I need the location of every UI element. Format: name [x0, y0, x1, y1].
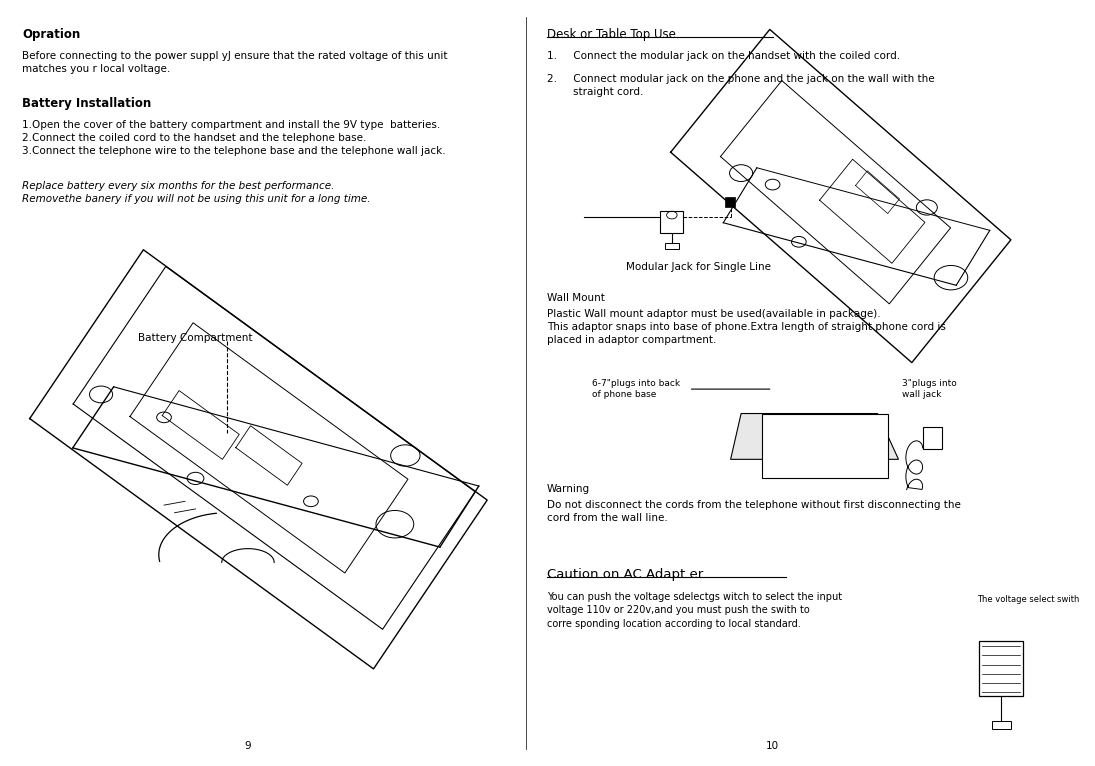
Text: 2.     Connect modular jack on the phone and the jack on the wall with the
     : 2. Connect modular jack on the phone and…: [548, 74, 935, 97]
Text: Battery Installation: Battery Installation: [22, 97, 151, 110]
Bar: [665, 244, 679, 250]
Text: 1.     Connect the modular jack on the handset with the coiled cord.: 1. Connect the modular jack on the hands…: [548, 51, 900, 61]
Text: You can push the voltage sdelectgs witch to select the input
voltage 110v or 220: You can push the voltage sdelectgs witch…: [548, 592, 842, 629]
Text: Battery Compartment: Battery Compartment: [138, 333, 252, 343]
Text: Modular Jack for Single Line: Modular Jack for Single Line: [625, 263, 771, 273]
Text: Plastic Wall mount adaptor must be used(available in package).
This adaptor snap: Plastic Wall mount adaptor must be used(…: [548, 309, 946, 345]
Text: Opration: Opration: [22, 28, 81, 41]
Text: 1.Open the cover of the battery compartment and install the 9V type  batteries.
: 1.Open the cover of the battery compartm…: [22, 119, 446, 156]
Polygon shape: [30, 250, 487, 669]
Polygon shape: [670, 29, 1011, 362]
Text: Replace battery every six months for the best performance.
Removethe banery if y: Replace battery every six months for the…: [22, 181, 371, 204]
Text: 9: 9: [244, 741, 251, 751]
Text: Do not disconnect the cords from the telephone without first disconnecting the
c: Do not disconnect the cords from the tel…: [548, 499, 961, 523]
Text: The voltage select swith: The voltage select swith: [977, 595, 1080, 604]
Text: 3"plugs into
wall jack: 3"plugs into wall jack: [901, 379, 956, 399]
Text: Desk or Table Top Use: Desk or Table Top Use: [548, 28, 676, 41]
Text: 10: 10: [766, 741, 780, 751]
Text: Before connecting to the power suppl yJ ensure that the rated voltage of this un: Before connecting to the power suppl yJ …: [22, 51, 448, 74]
Text: Wall Mount: Wall Mount: [548, 293, 604, 303]
Polygon shape: [762, 414, 888, 479]
Bar: [725, 197, 735, 208]
Bar: [923, 427, 942, 450]
Text: Warning: Warning: [548, 484, 590, 494]
Bar: [992, 721, 1011, 728]
Polygon shape: [730, 414, 899, 460]
Bar: [660, 211, 683, 234]
Text: Caution on AC Adapt er: Caution on AC Adapt er: [548, 568, 703, 581]
Bar: [979, 641, 1024, 696]
Text: 6-7"plugs into back
of phone base: 6-7"plugs into back of phone base: [592, 379, 680, 399]
